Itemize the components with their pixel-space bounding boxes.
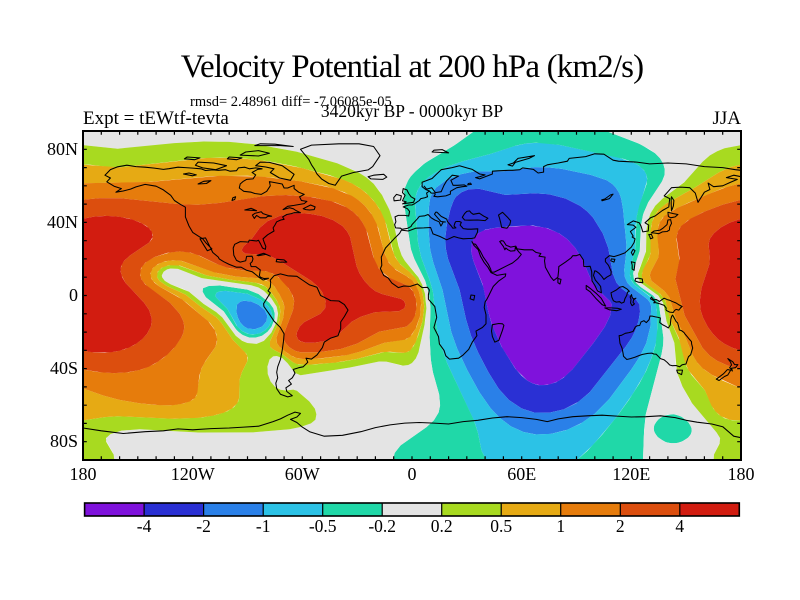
svg-text:80N: 80N [47,139,78,159]
svg-text:4: 4 [675,516,684,536]
svg-text:180: 180 [728,464,755,484]
svg-text:180: 180 [70,464,97,484]
svg-text:-0.5: -0.5 [309,516,337,536]
svg-text:-4: -4 [137,516,152,536]
svg-text:120W: 120W [171,464,215,484]
svg-text:40S: 40S [50,358,78,378]
svg-text:-1: -1 [256,516,271,536]
svg-text:-0.2: -0.2 [368,516,396,536]
svg-text:0: 0 [408,464,417,484]
svg-text:40N: 40N [47,212,78,232]
svg-text:80S: 80S [50,431,78,451]
svg-text:0.2: 0.2 [431,516,453,536]
svg-text:60E: 60E [507,464,536,484]
svg-text:0.5: 0.5 [490,516,512,536]
svg-text:0: 0 [69,285,78,305]
svg-text:1: 1 [556,516,565,536]
svg-text:2: 2 [616,516,625,536]
svg-text:60W: 60W [285,464,320,484]
svg-text:-2: -2 [196,516,211,536]
svg-text:120E: 120E [612,464,650,484]
